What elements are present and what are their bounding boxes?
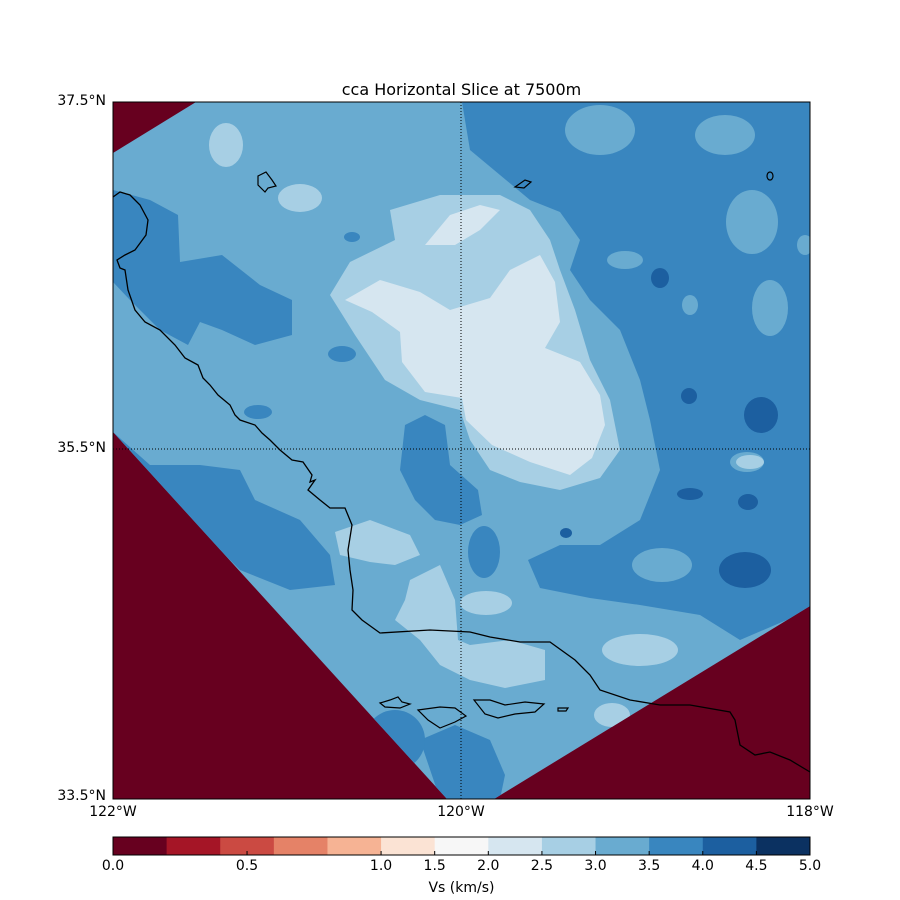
contour-3.0-3.5-patch	[632, 548, 692, 582]
colorbar-tick-label: 2.5	[530, 858, 554, 874]
contour-4.0-4.5-spot	[744, 397, 778, 433]
contour-3.5-4.0-center	[400, 415, 482, 525]
contour-4.0-4.5-spot	[681, 388, 697, 404]
colorbar-tick-label: 0.5	[235, 858, 259, 874]
contour-3.0-3.5-patch	[682, 295, 698, 315]
contour-2.0-2.5-north	[425, 205, 500, 245]
contour-3.0-3.5-patch	[797, 235, 810, 255]
contour-2.5-3.0-blob	[594, 703, 630, 727]
island	[416, 706, 468, 729]
colorbar-label: Vs (km/s)	[428, 880, 495, 896]
contour-4.0-4.5-spot	[738, 494, 758, 510]
contour-4.0-4.5-spot	[651, 268, 669, 288]
plot-frame	[112, 101, 811, 800]
contour-4.0-4.5-spot	[560, 528, 572, 538]
island	[557, 707, 570, 712]
colorbar-segment	[702, 837, 757, 855]
y-tick-label: 37.5°N	[57, 93, 106, 109]
colorbar-tick-label: 4.0	[691, 858, 714, 874]
colorbar-frame	[112, 836, 811, 856]
x-tick-label: 122°W	[89, 804, 137, 820]
contour-3.0-3.5-patch	[607, 251, 643, 269]
contour-3.5-4.0-blob	[244, 405, 272, 419]
colorbar-segment	[327, 837, 382, 855]
contour-2.5-3.0-blob	[209, 123, 243, 167]
x-tick-label: 118°W	[786, 804, 834, 820]
contour-3.5-4.0-south	[420, 725, 505, 799]
contour-4.0-4.5-spot	[677, 488, 703, 500]
contour-2.5-3.0-blob	[460, 591, 512, 615]
island	[257, 171, 277, 193]
island	[766, 171, 774, 181]
contour-3.5-4.0-west	[113, 190, 292, 345]
contour-3.5-4.0-blob	[468, 526, 500, 578]
colorbar-segment	[541, 837, 597, 855]
contour-3.5-4.0-east	[462, 102, 810, 640]
colorbar-segment	[220, 837, 275, 855]
contour-2.5-3.0-south2	[395, 565, 545, 688]
colorbar-tick-label: 0.0	[101, 858, 125, 874]
colorbar-segment	[756, 837, 811, 855]
contour-2.5-3.0-blob	[736, 455, 764, 469]
contour-2.5-3.0-blob	[602, 634, 678, 666]
island	[472, 699, 546, 719]
colorbar-tick-label: 3.0	[584, 858, 607, 874]
contour-3.0-3.5-patch	[752, 280, 788, 336]
colorbar-segment	[649, 837, 704, 855]
contour-3.0-3.5-patch	[726, 190, 778, 254]
colorbar	[112, 837, 811, 855]
contour-2.5-3.0-south	[335, 520, 420, 565]
contour-4.0-4.5-spot	[719, 552, 771, 588]
colorbar-tick-label: 3.5	[638, 858, 661, 874]
colorbar-segment	[273, 837, 328, 855]
colorbar-tick-label: 2.0	[477, 858, 500, 874]
contour-3.5-4.0-blob	[344, 232, 360, 242]
coastline	[112, 191, 811, 773]
contour-3.0-3.5-patch	[565, 105, 635, 155]
colorbar-tick-label: 5.0	[798, 858, 822, 874]
chart-title: cca Horizontal Slice at 7500m	[341, 80, 582, 99]
island	[378, 696, 412, 709]
colorbar-segment	[166, 837, 221, 855]
colorbar-segment	[488, 837, 543, 855]
x-tick-label: 120°W	[437, 804, 485, 820]
colorbar-segment	[434, 837, 489, 855]
y-tick-label: 35.5°N	[57, 440, 106, 456]
colorbar-tick-label: 1.0	[369, 858, 393, 874]
contour-3.5-4.0-southwest	[113, 432, 335, 590]
colorbar-segment	[595, 837, 650, 855]
colorbar-tick-label: 1.5	[423, 858, 446, 874]
contour-3.5-4.0-blob	[328, 346, 356, 362]
contour-2.5-3.0-blob	[278, 184, 322, 212]
contour-3.0-3.5-patch	[695, 115, 755, 155]
island	[513, 179, 533, 189]
contour-2.0-2.5-core	[345, 255, 605, 475]
y-tick-label: 33.5°N	[57, 788, 106, 804]
colorbar-segment	[113, 837, 168, 855]
colorbar-segment	[381, 837, 436, 855]
colorbar-tick-label: 4.5	[745, 858, 768, 874]
